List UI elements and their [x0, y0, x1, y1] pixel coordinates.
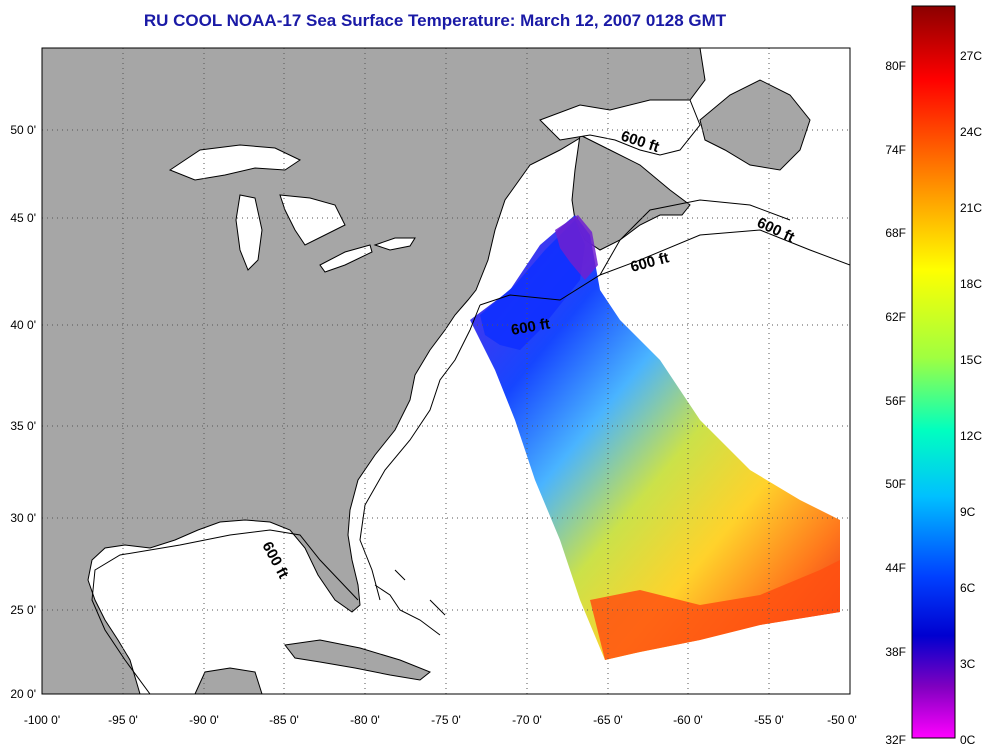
lake-superior — [168, 144, 302, 181]
lat-tick-label: 35 0' — [10, 419, 36, 433]
lat-tick-label: 50 0' — [10, 123, 36, 137]
colorbar-c-label: 6C — [960, 581, 976, 595]
sst-warm-south — [590, 560, 840, 660]
colorbar-f-label: 80F — [885, 59, 906, 73]
land-cuba — [284, 639, 431, 681]
lake-ontario — [373, 237, 416, 251]
map-frame — [41, 47, 851, 695]
lon-tick-label: -90 0' — [189, 713, 219, 727]
land-north-america — [42, 48, 706, 694]
lon-tick-label: -95 0' — [108, 713, 138, 727]
sst-cold-gulf-maine — [480, 220, 585, 350]
lat-tick-label: 40 0' — [10, 318, 36, 332]
sst-swath — [470, 215, 840, 660]
isobath-600ft — [91, 199, 850, 694]
lon-tick-label: -70 0' — [512, 713, 542, 727]
lon-tick-label: -75 0' — [431, 713, 461, 727]
colorbar-f-label: 50F — [885, 477, 906, 491]
gulf-st-lawrence — [539, 99, 701, 156]
colorbar-c-label: 12C — [960, 429, 982, 443]
colorbar-f-label: 38F — [885, 645, 906, 659]
sst-purple-shelf — [555, 215, 598, 280]
colorbar-c-label: 21C — [960, 201, 982, 215]
lat-tick-label: 30 0' — [10, 511, 36, 525]
lat-tick-label: 45 0' — [10, 211, 36, 225]
lon-tick-label: -80 0' — [350, 713, 380, 727]
colorbar-f-label: 56F — [885, 394, 906, 408]
colorbar-f-label: 44F — [885, 561, 906, 575]
colorbar-f-label: 68F — [885, 226, 906, 240]
lake-huron — [279, 194, 346, 246]
lon-tick-label: -50 0' — [827, 713, 857, 727]
colorbar-f-label: 74F — [885, 143, 906, 157]
land-newfoundland — [699, 79, 811, 171]
colorbar-f-label: 32F — [885, 733, 906, 747]
colorbar — [911, 5, 956, 739]
lon-tick-label: -60 0' — [673, 713, 703, 727]
land-bahamas — [374, 569, 446, 636]
lake-erie — [319, 244, 373, 273]
lon-tick-label: -100 0' — [24, 713, 60, 727]
colorbar-c-label: 27C — [960, 49, 982, 63]
lat-tick-label: 25 0' — [10, 603, 36, 617]
lon-tick-label: -55 0' — [754, 713, 784, 727]
lon-tick-label: -65 0' — [593, 713, 623, 727]
land-maritime — [571, 134, 691, 251]
chart-title: RU COOL NOAA-17 Sea Surface Temperature:… — [143, 11, 727, 30]
colorbar-f-label: 62F — [885, 310, 906, 324]
colorbar-c-label: 0C — [960, 733, 976, 747]
lon-tick-label: -85 0' — [269, 713, 299, 727]
colorbar-c-label: 9C — [960, 505, 976, 519]
colorbar-c-label: 15C — [960, 353, 982, 367]
isobath-label: 600 ft — [510, 315, 552, 339]
colorbar-c-label: 18C — [960, 277, 982, 291]
land-yucatan — [194, 667, 263, 694]
lat-tick-label: 20 0' — [10, 687, 36, 701]
colorbar-c-label: 3C — [960, 657, 976, 671]
lake-michigan — [235, 194, 263, 271]
colorbar-c-label: 24C — [960, 125, 982, 139]
